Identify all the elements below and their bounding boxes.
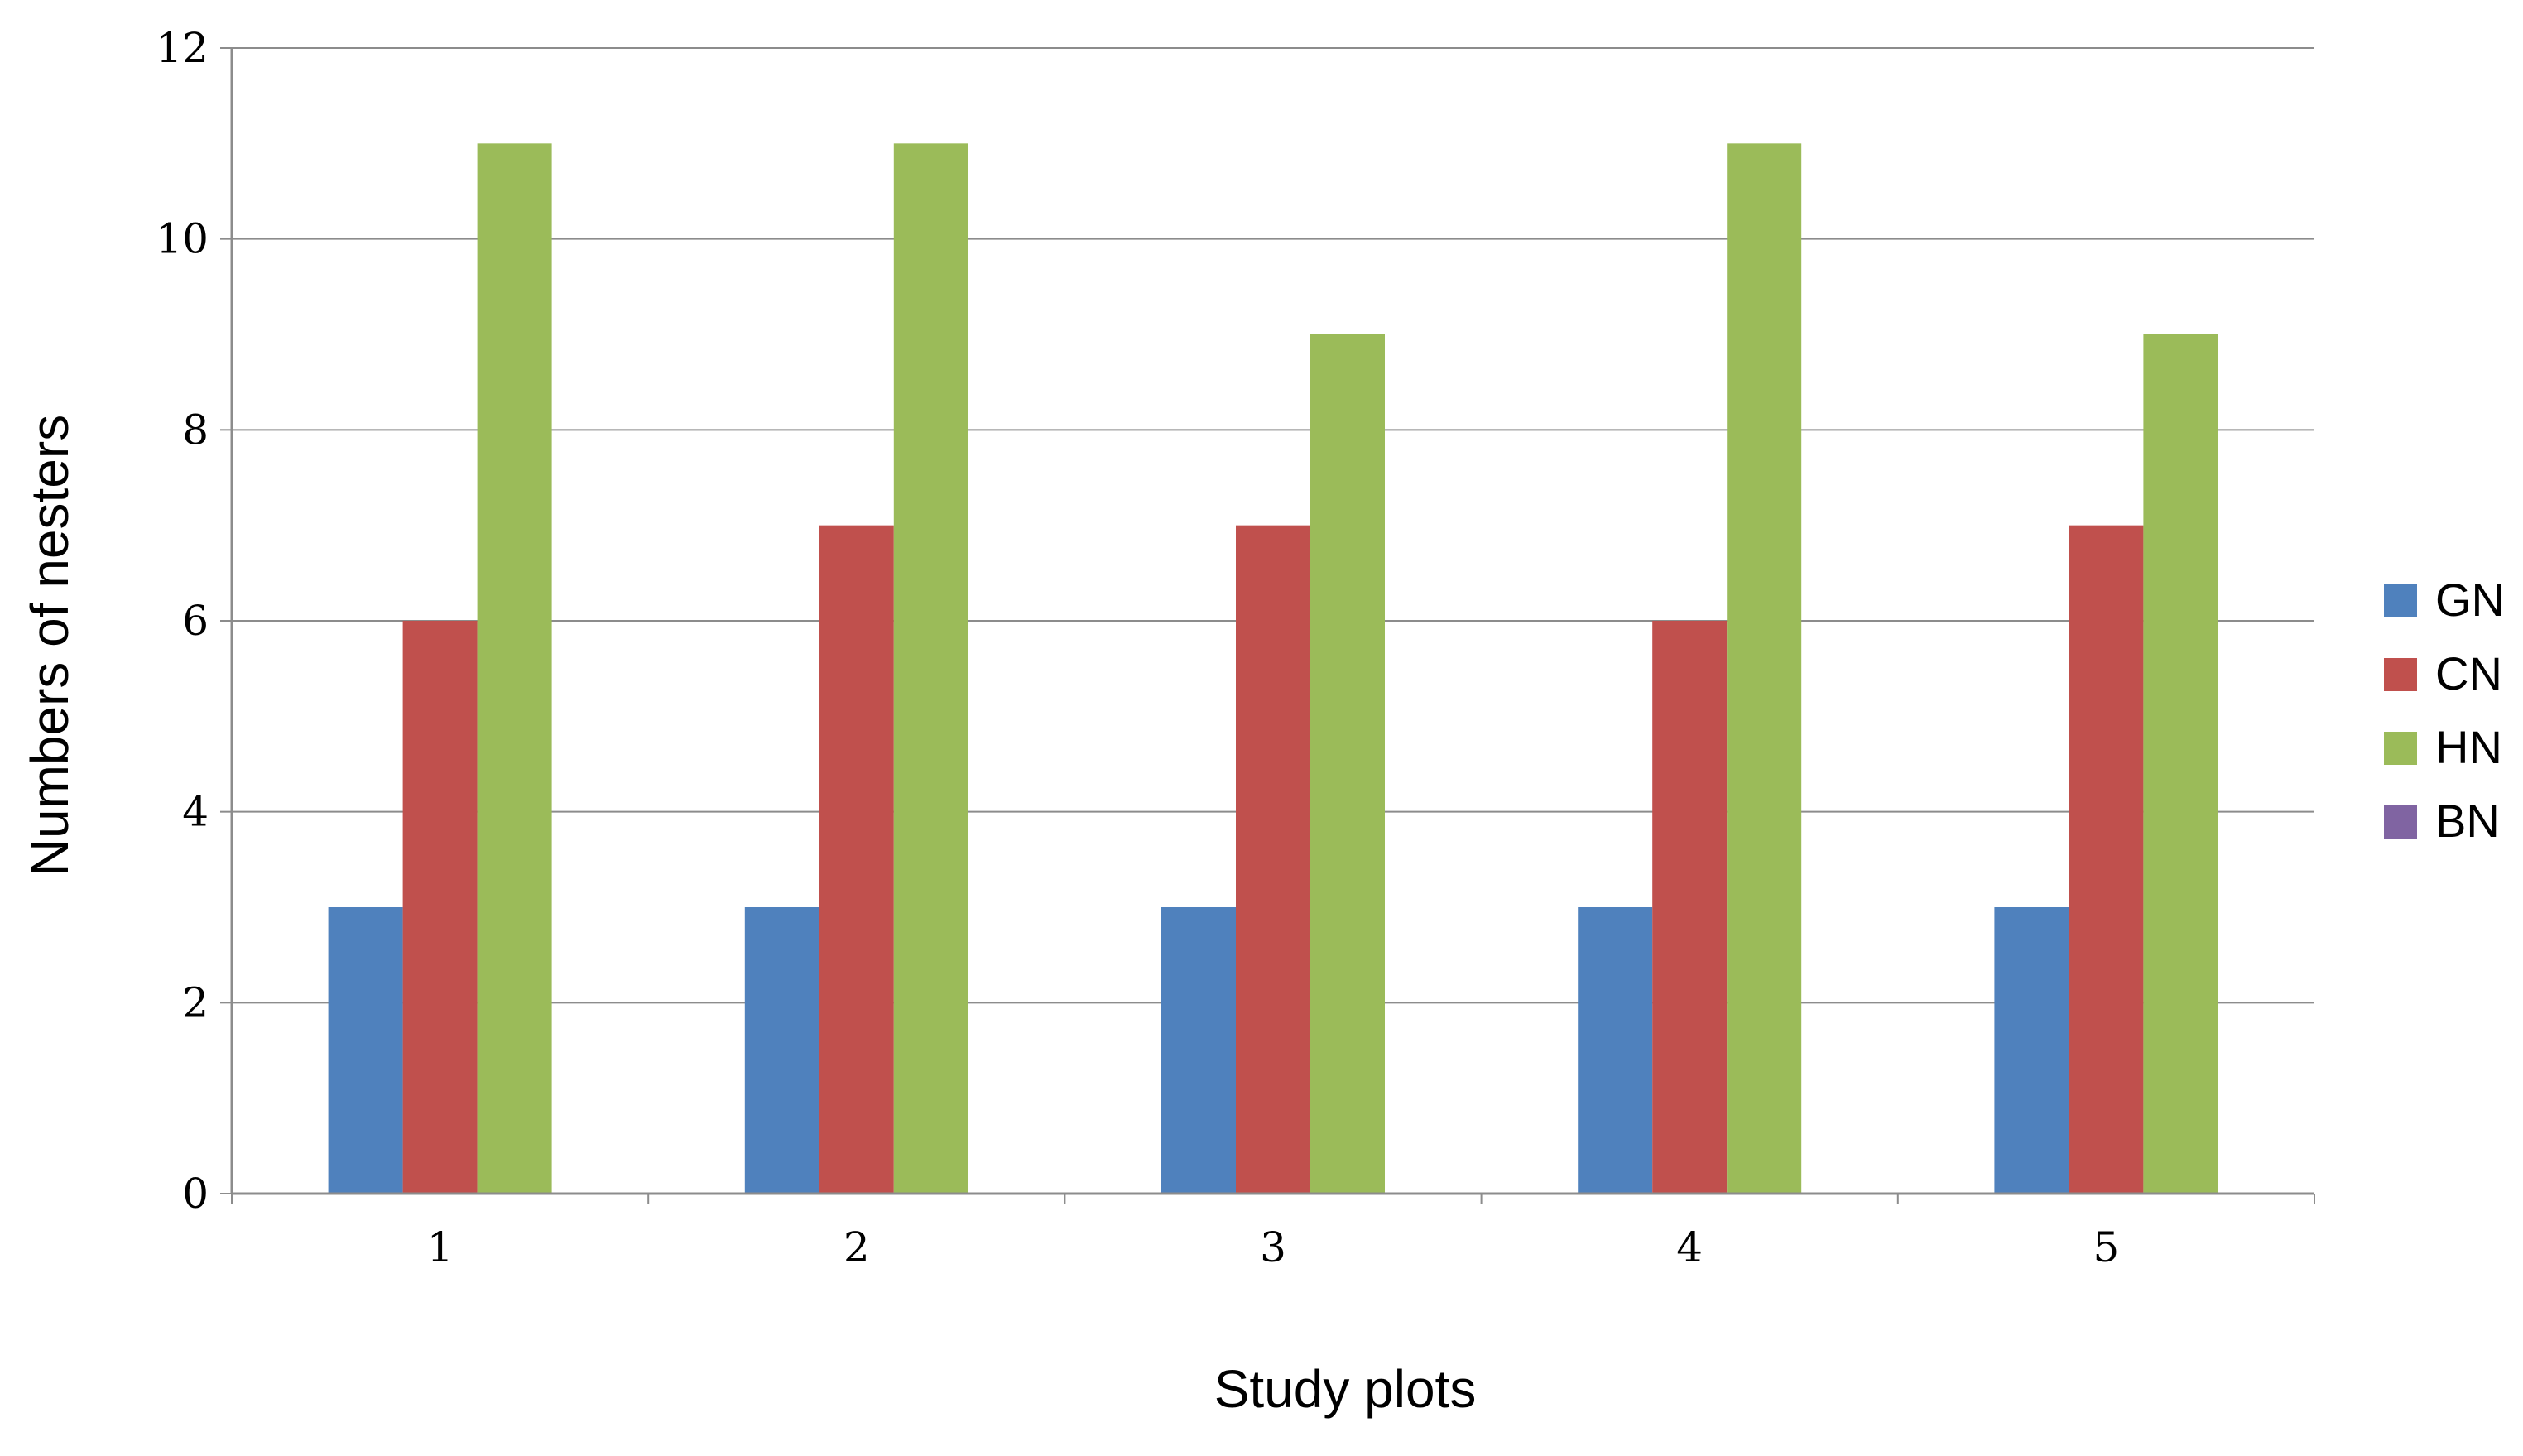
x-tick-label: 2 (843, 1223, 870, 1271)
bar-hn-4 (1727, 143, 1802, 1194)
y-tick-labels: 0 2 4 6 8 10 12 (156, 24, 209, 1218)
legend-swatch-gn (2384, 584, 2417, 617)
legend-label-bn: BN (2435, 795, 2500, 847)
bar-hn-5 (2143, 334, 2218, 1194)
x-tick-labels: 1 2 3 4 5 (427, 1223, 2120, 1271)
bar-cn-2 (819, 525, 894, 1194)
bar-cn-3 (1236, 525, 1310, 1194)
bar-hn-2 (893, 143, 968, 1194)
y-tick-label: 2 (182, 978, 209, 1026)
axes (220, 47, 2315, 1204)
legend-swatch-hn (2384, 732, 2417, 765)
bar-gn-4 (1578, 907, 1653, 1194)
legend-label-gn: GN (2435, 574, 2505, 626)
bar-cn-4 (1652, 621, 1728, 1194)
bar-gn-5 (1994, 907, 2069, 1194)
bar-cn-1 (402, 621, 478, 1194)
legend-swatch-bn (2384, 805, 2417, 839)
legend-label-cn: CN (2435, 647, 2502, 699)
y-axis-title: Numbers of nesters (20, 415, 79, 877)
legend-label-hn: HN (2435, 721, 2502, 773)
x-axis-title: Study plots (1214, 1359, 1477, 1419)
legend-swatch-cn (2384, 658, 2417, 691)
bars (328, 143, 2218, 1194)
y-tick-label: 0 (182, 1170, 209, 1218)
y-tick-label: 12 (156, 24, 209, 72)
bar-gn-3 (1161, 907, 1236, 1194)
bar-hn-3 (1310, 334, 1385, 1194)
bar-gn-2 (744, 907, 819, 1194)
bar-gn-1 (328, 907, 403, 1194)
y-tick-label: 10 (156, 215, 209, 263)
bar-hn-1 (477, 143, 552, 1194)
y-tick-label: 4 (182, 788, 209, 836)
y-tick-label: 8 (182, 406, 209, 454)
x-tick-label: 4 (1676, 1223, 1703, 1271)
x-tick-label: 5 (2093, 1223, 2119, 1271)
x-tick-label: 3 (1260, 1223, 1286, 1271)
y-tick-label: 6 (182, 597, 209, 645)
legend: GN CN HN BN (2384, 574, 2505, 847)
bar-cn-5 (2069, 525, 2144, 1194)
x-tick-label: 1 (427, 1223, 454, 1271)
